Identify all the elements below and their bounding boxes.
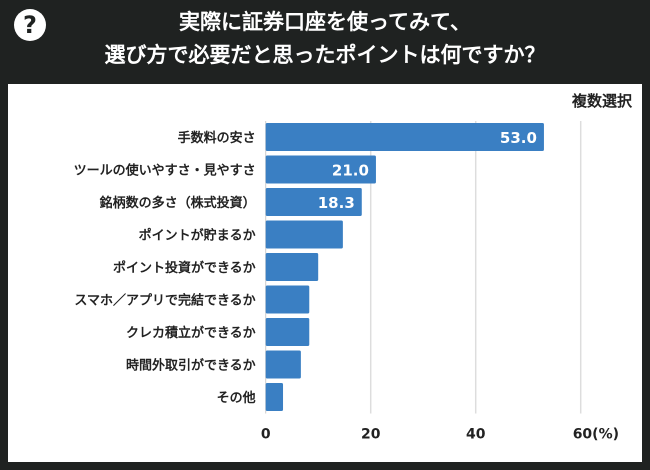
category-label: その他 [217, 390, 256, 406]
bar [265, 253, 319, 281]
bar [265, 155, 376, 184]
category-label: ポイントが貯まるか [139, 228, 256, 244]
x-tick-label: 60(%) [573, 427, 619, 443]
multiple-choice-note: 複数選択 [571, 92, 632, 110]
category-label: クレカ積立ができるか [126, 325, 256, 341]
data-label: 21.0 [332, 162, 369, 180]
bar [265, 285, 310, 314]
x-tick-label: 20 [361, 427, 381, 443]
category-label: 銘柄数の多さ（株式投資） [100, 195, 256, 211]
question-icon: ? [14, 9, 46, 41]
bar [265, 383, 284, 411]
bar [265, 220, 343, 249]
bar [265, 188, 362, 216]
data-label: 53.0 [500, 129, 537, 147]
title-line-2: 選び方で必要だと思ったポイントは何ですか？ [104, 43, 546, 67]
header: ? 実際に証券口座を使ってみて、 選び方で必要だと思ったポイントは何ですか？ [0, 0, 650, 82]
bar [265, 318, 310, 346]
category-label: 時間外取引ができるか [126, 358, 256, 374]
category-label: スマホ／アプリで完結できるか [74, 293, 255, 309]
bar [265, 350, 301, 379]
chart-panel: 複数選択 0 20 40 60(%) 手数料の安さ 53.0 ツールの使いやすさ・見やすさ 2… [8, 84, 642, 462]
category-label: ポイント投資ができるか [113, 260, 256, 276]
category-label: 手数料の安さ [178, 130, 256, 146]
category-label: ツールの使いやすさ・見やすさ [74, 163, 256, 179]
bar [265, 123, 544, 151]
data-label: 18.3 [318, 194, 355, 212]
x-tick-label: 0 [261, 427, 271, 443]
title-line-1: 実際に証券口座を使ってみて、 [179, 10, 471, 34]
x-tick-label: 40 [466, 427, 486, 443]
bar-chart: 0 20 40 60(%) 手数料の安さ 53.0 ツールの使いやすさ・見やすさ 21.0 銘柄… [74, 121, 619, 443]
